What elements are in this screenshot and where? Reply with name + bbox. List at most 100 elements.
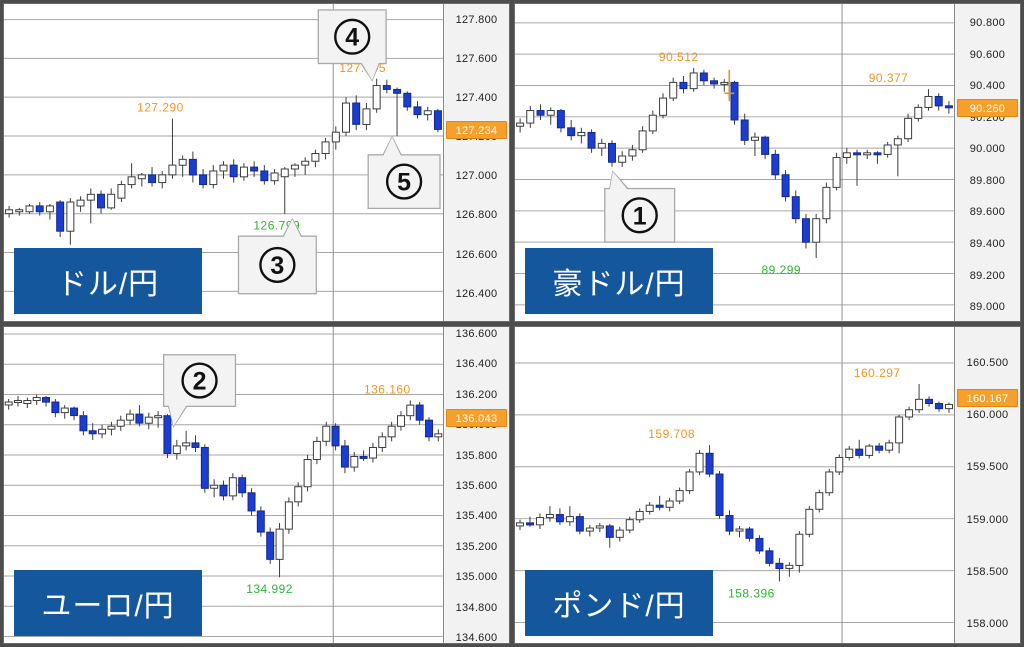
candle-body	[294, 485, 303, 502]
candle	[239, 163, 248, 181]
candle	[597, 138, 606, 156]
candle-body	[575, 515, 584, 532]
candle-body	[565, 515, 574, 522]
candle	[750, 132, 759, 156]
candle	[280, 167, 289, 214]
candle-body	[842, 152, 851, 158]
candle-body	[935, 402, 944, 409]
candle	[689, 67, 698, 92]
candle-body	[172, 444, 181, 454]
candle	[648, 110, 657, 135]
candle-body	[88, 429, 97, 434]
callout-number-circle	[259, 246, 296, 283]
axis-tick-label: 134.800	[455, 601, 498, 614]
candle	[51, 398, 60, 417]
candle-body	[587, 131, 596, 149]
candle	[725, 509, 734, 535]
candle	[158, 170, 167, 189]
candle-body	[945, 403, 954, 409]
axis-tick-label: 159.000	[966, 513, 1009, 526]
candle	[577, 127, 586, 144]
callout-bubble	[237, 235, 317, 295]
candle	[256, 505, 265, 537]
candle	[875, 442, 884, 453]
candle-body	[4, 401, 13, 405]
candle-body	[403, 92, 412, 108]
candle-body	[250, 166, 259, 172]
candle-body	[342, 102, 351, 133]
candle	[247, 487, 256, 516]
candle-body	[795, 533, 804, 566]
candle-body	[815, 491, 824, 510]
candle-body	[914, 106, 923, 119]
candle-body	[525, 521, 534, 525]
candle-body	[423, 110, 432, 116]
candle	[525, 516, 534, 527]
candle	[219, 480, 228, 500]
candle-body	[178, 158, 187, 166]
candle-body	[669, 81, 678, 99]
candle-body	[934, 95, 943, 107]
candle	[842, 148, 851, 164]
candle-body	[45, 205, 54, 213]
candle-body	[60, 407, 69, 413]
axis-tick-label: 89.200	[969, 269, 1006, 282]
price-axis: 160.167 160.500 160.000 159.500 159.000 158.…	[954, 326, 1020, 643]
candles-group	[5, 78, 442, 245]
candle-body	[638, 130, 647, 151]
candle	[925, 395, 934, 407]
axis-tick-label: 159.500	[966, 461, 1009, 474]
candle-body	[875, 445, 884, 451]
price-annotation: 127.290	[137, 101, 184, 115]
price-annotation: 159.708	[648, 427, 695, 441]
candle-body	[200, 446, 209, 489]
candle-body	[312, 440, 321, 460]
callout-number: 3	[270, 252, 284, 280]
candle-body	[740, 119, 749, 141]
callout-number: 1	[633, 202, 647, 230]
candle	[893, 135, 902, 177]
axis-tick-label: 127.800	[455, 13, 498, 26]
candle-body	[266, 531, 275, 560]
candle-body	[720, 81, 729, 85]
candle-body	[915, 398, 924, 410]
candle-body	[301, 160, 310, 166]
candle-body	[822, 186, 831, 220]
candle	[855, 439, 864, 458]
candle-body	[135, 413, 144, 424]
candle-body	[168, 164, 177, 176]
candle-body	[56, 201, 65, 232]
callout-number: 4	[345, 24, 359, 52]
candle-body	[406, 404, 415, 416]
candle	[270, 168, 279, 185]
callout-tail-fill	[361, 62, 380, 81]
candle-body	[284, 500, 293, 530]
candle-body	[362, 108, 371, 125]
candle	[378, 431, 387, 452]
candle-body	[397, 414, 405, 427]
candle	[669, 77, 678, 102]
candle-body	[735, 528, 744, 532]
candle	[284, 496, 293, 534]
candle	[42, 395, 50, 407]
callout: 3	[237, 217, 317, 295]
axis-tick-label: 127.000	[455, 170, 498, 183]
candle-body	[144, 416, 153, 424]
candle	[795, 530, 804, 573]
candle-body	[413, 106, 422, 116]
candle-body	[23, 399, 32, 404]
candle-body	[322, 425, 331, 442]
candle-body	[148, 174, 157, 184]
axis-tick-label: 135.400	[455, 510, 498, 523]
candle	[32, 393, 41, 405]
candle-body	[182, 441, 191, 446]
candle	[372, 78, 381, 113]
price-annotation: 90.512	[659, 50, 699, 64]
candle-body	[577, 131, 586, 137]
candle-body	[70, 407, 79, 416]
candle-body	[238, 476, 247, 493]
candle	[536, 104, 545, 120]
candle-body	[893, 138, 902, 146]
candle-body	[331, 425, 340, 446]
